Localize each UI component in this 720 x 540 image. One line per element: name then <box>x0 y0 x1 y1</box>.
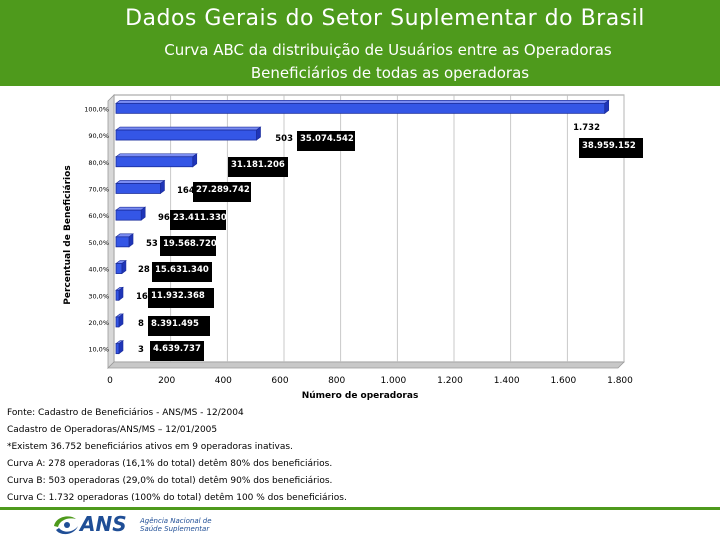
footer-bar <box>0 507 720 510</box>
y-tick-label: 40,0% <box>88 266 109 274</box>
beneficiary-label-box <box>579 138 643 158</box>
footnote-registry: Cadastro de Operadoras/ANS/MS – 12/01/20… <box>7 425 218 435</box>
agency-line-1: Agência Nacional de <box>140 517 212 525</box>
operator-count-label: 1.732 <box>573 123 600 133</box>
bar <box>115 129 257 141</box>
bar <box>115 102 606 114</box>
beneficiary-label: 8.391.495 <box>151 319 199 329</box>
bar <box>115 183 161 194</box>
operator-count-label: 164 <box>177 186 195 196</box>
y-tick-label: 50,0% <box>88 239 109 247</box>
beneficiary-label-box <box>150 341 204 361</box>
ans-logo-mark-icon <box>54 516 78 535</box>
x-tick-label: 600 <box>271 376 288 386</box>
x-tick-label: 1.600 <box>550 376 576 386</box>
beneficiary-label: 4.639.737 <box>153 344 201 354</box>
plot-floor <box>107 361 625 369</box>
footnote-curve-b: Curva B: 503 operadoras (29,0% do total)… <box>7 476 333 486</box>
chart-labels: 100,0% 90,0% 80,0% 70,0% 60,0% 50,0% 40,0% 30,0… <box>84 105 643 361</box>
x-tick-label: 1.200 <box>437 376 463 386</box>
operator-count-label: 8 <box>138 319 144 329</box>
x-axis-label: Número de operadoras <box>302 391 419 401</box>
abc-curve-chart: 0 200 400 600 800 1.000 1.200 1.400 1.600 1.800 Nú… <box>63 94 643 401</box>
y-tick-label: 80,0% <box>88 159 109 167</box>
footnotes: Fonte: Cadastro de Beneficiários - ANS/M… <box>7 405 347 507</box>
operator-count-label: 53 <box>146 239 158 249</box>
beneficiary-label-box <box>170 210 226 230</box>
bar <box>115 209 142 221</box>
bar-top <box>115 180 166 184</box>
footnote-inactive: *Existem 36.752 beneficiários ativos em … <box>7 442 293 452</box>
y-tick-label: 90,0% <box>88 132 109 140</box>
beneficiary-label-box <box>228 157 288 177</box>
footnote-source: Fonte: Cadastro de Beneficiários - ANS/M… <box>7 408 244 418</box>
bar <box>115 343 120 355</box>
y-tick-label: 60,0% <box>88 212 109 220</box>
footnote-curve-a: Curva A: 278 operadoras (16,1% do total)… <box>7 459 333 469</box>
beneficiary-label: 23.411.330 <box>173 213 227 223</box>
x-tick-label: 800 <box>328 376 345 386</box>
agency-line-2: Saúde Suplementar <box>140 525 210 533</box>
beneficiary-label-box <box>148 316 210 336</box>
slide-title: Dados Gerais do Setor Suplementar do Bra… <box>125 6 645 31</box>
y-tick-label: 100,0% <box>84 105 109 113</box>
chart-subtitle-2: Beneficiários de todas as operadoras <box>250 64 530 82</box>
ans-agency-name: Agência Nacional de Saúde Suplementar <box>140 517 230 533</box>
x-tick-label: 1.800 <box>607 376 633 386</box>
operator-count-label: 503 <box>275 134 293 144</box>
slide-header: Dados Gerais do Setor Suplementar do Bra… <box>0 0 720 86</box>
bar <box>115 316 120 328</box>
beneficiary-label-box <box>297 131 355 151</box>
operator-count-label: 3 <box>138 345 144 355</box>
bar-top <box>115 206 147 211</box>
x-tick-label: 0 <box>107 376 113 386</box>
beneficiary-label-box <box>148 288 214 308</box>
y-tick-label: 20,0% <box>88 319 109 327</box>
chart-subtitle: Curva ABC da distribuição de Usuários en… <box>164 41 612 59</box>
bar-top <box>115 126 262 131</box>
beneficiary-label: 15.631.340 <box>155 265 209 275</box>
beneficiary-label: 11.932.368 <box>151 291 205 301</box>
bar <box>115 289 120 301</box>
x-tick-label: 1.000 <box>380 376 406 386</box>
beneficiary-label-box <box>160 236 216 256</box>
footnote-curve-c: Curva C: 1.732 operadoras (100% do total… <box>7 493 347 503</box>
y-tick-label: 30,0% <box>88 292 109 300</box>
beneficiary-label: 19.568.720 <box>163 239 217 249</box>
y-axis-label: Percentual de Beneficiários <box>63 165 73 304</box>
beneficiary-label: 31.181.206 <box>231 160 285 170</box>
operator-count-label: 96 <box>158 213 170 223</box>
bar <box>115 236 130 248</box>
chart-bars <box>115 99 610 355</box>
beneficiary-label: 35.074.542 <box>300 134 354 144</box>
x-tick-label: 1.400 <box>494 376 520 386</box>
bar-top <box>115 153 198 158</box>
beneficiary-label-box <box>193 182 251 202</box>
operator-count-label: 28 <box>138 265 150 275</box>
y-tick-label: 10,0% <box>88 346 109 354</box>
beneficiary-label: 27.289.742 <box>196 185 250 195</box>
ans-logo-text: ANS <box>80 512 127 536</box>
bar <box>115 156 194 168</box>
bar <box>115 263 123 274</box>
y-tick-label: 70,0% <box>88 185 109 193</box>
chart-axes: 0 200 400 600 800 1.000 1.200 1.400 1.600 1.800 Nú… <box>63 165 633 401</box>
x-tick-label: 200 <box>158 376 175 386</box>
operator-count-label: 16 <box>136 292 148 302</box>
beneficiary-label-box <box>152 262 212 282</box>
beneficiary-label: 38.959.152 <box>582 141 636 151</box>
x-tick-label: 400 <box>215 376 232 386</box>
bar-top <box>115 100 610 104</box>
